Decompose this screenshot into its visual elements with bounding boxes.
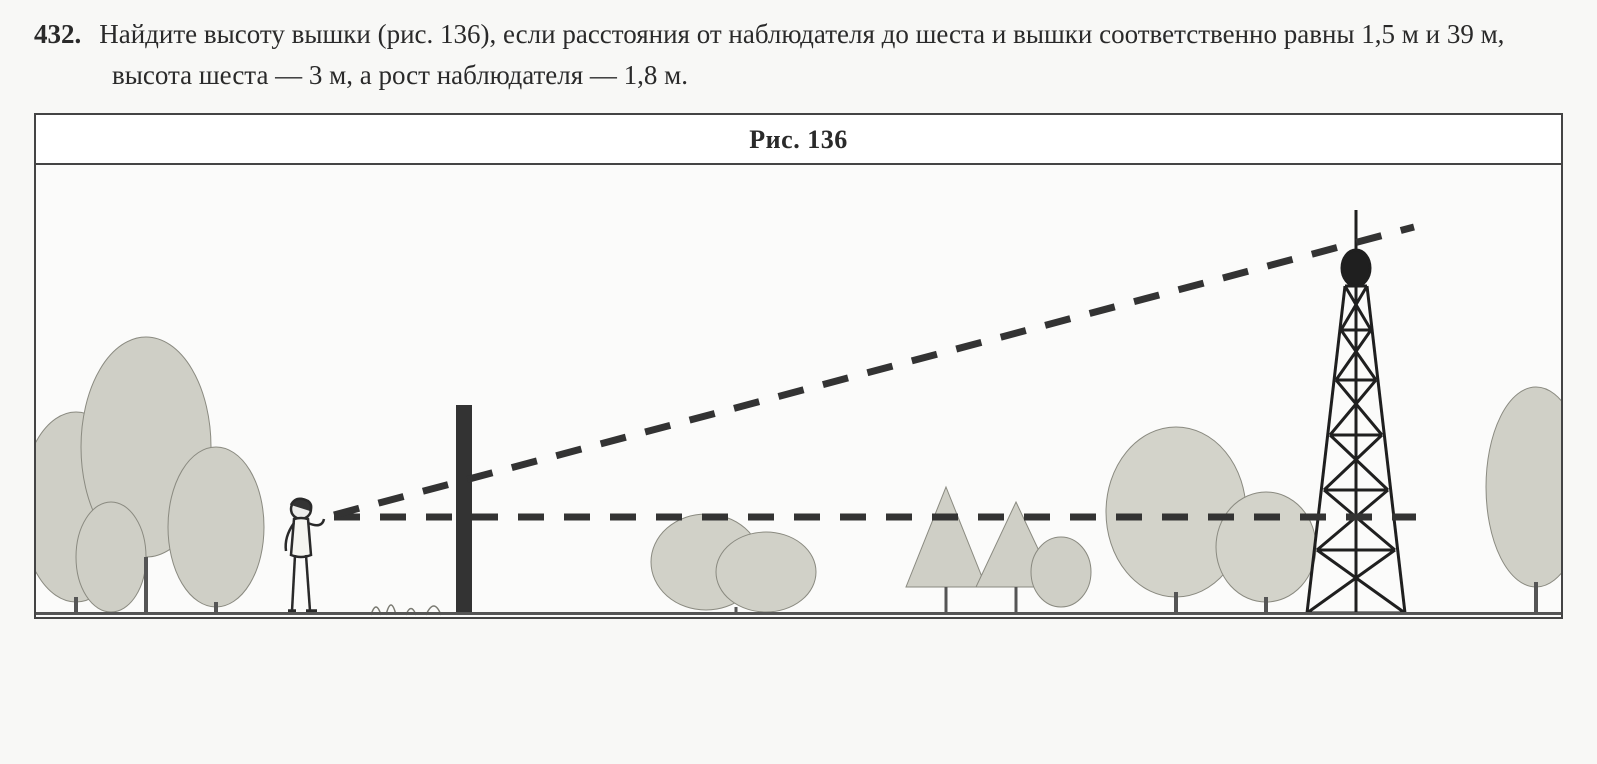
figure-body bbox=[36, 165, 1561, 617]
ground-line bbox=[36, 612, 1561, 615]
tree-left-cluster bbox=[36, 327, 276, 617]
observer-person bbox=[276, 497, 336, 615]
tower bbox=[1301, 210, 1411, 615]
problem-text: 432. Найдите высоту вышки (рис. 136), есл… bbox=[34, 14, 1563, 95]
bush-mid-1 bbox=[636, 487, 836, 617]
pole bbox=[456, 405, 472, 615]
problem-body: Найдите высоту вышки (рис. 136), если ра… bbox=[99, 19, 1504, 90]
problem-block: 432. Найдите высоту вышки (рис. 136), есл… bbox=[34, 14, 1563, 95]
figure-container: Рис. 136 bbox=[34, 113, 1563, 619]
tree-far-right bbox=[1476, 377, 1561, 617]
problem-number: 432. bbox=[34, 19, 81, 49]
pine-cluster bbox=[896, 467, 1096, 617]
tree-right-mid bbox=[1096, 417, 1326, 617]
figure-label: Рис. 136 bbox=[36, 115, 1561, 165]
